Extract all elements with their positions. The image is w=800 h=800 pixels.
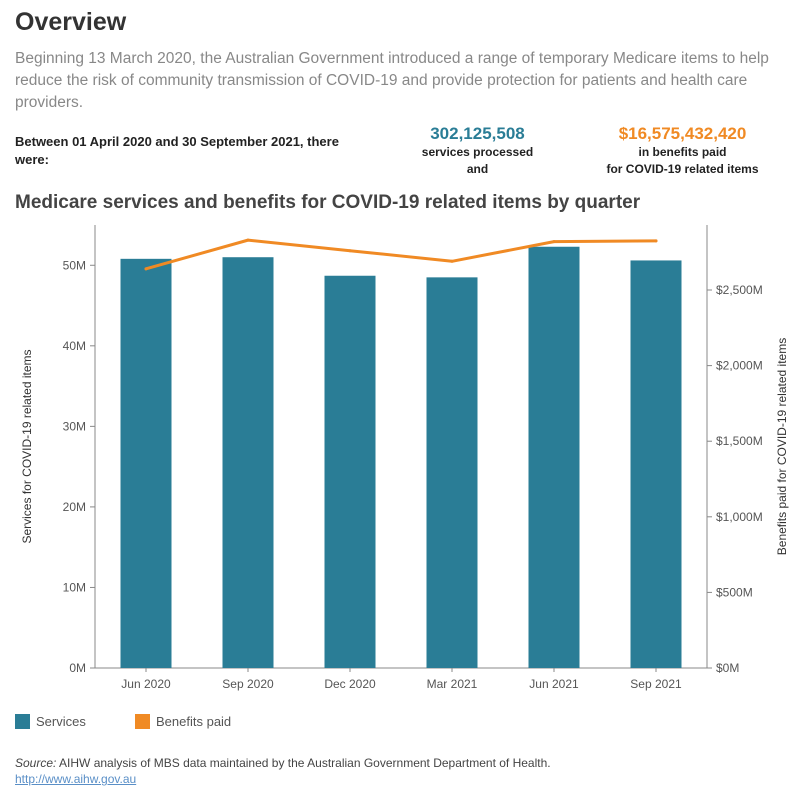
- point-benefits-sep-2021: [654, 239, 658, 243]
- left-axis-tick-label: 10M: [63, 580, 86, 594]
- right-axis-label: Benefits paid for COVID-19 related items: [775, 338, 789, 555]
- right-axis-tick-label: $2,500M: [716, 283, 763, 297]
- bar-services-jun-2020: [120, 258, 172, 668]
- legend-label-benefits: Benefits paid: [156, 714, 232, 729]
- left-axis-tick-label: 40M: [63, 339, 86, 353]
- source-link[interactable]: http://www.aihw.gov.au: [15, 772, 137, 786]
- x-axis-tick-label: Sep 2021: [630, 677, 682, 691]
- bar-services-mar-2021: [426, 277, 478, 668]
- right-axis-tick-label: $2,000M: [716, 359, 763, 373]
- legend-item-benefits[interactable]: Benefits paid: [135, 714, 231, 729]
- legend-swatch-benefits: [135, 714, 150, 729]
- right-axis-tick-label: $0M: [716, 661, 739, 675]
- right-axis-tick-label: $500M: [716, 585, 753, 599]
- bar-services-jun-2021: [528, 246, 580, 669]
- services-and-label: and: [466, 162, 489, 176]
- page-title: Overview: [15, 8, 127, 36]
- combo-chart: 0M 10M 20M 30M 40M 50M $0M $500M $1,000M $1,500M $…: [20, 225, 789, 691]
- legend-label-services: Services: [36, 714, 86, 729]
- right-axis-tick-label: $1,000M: [716, 510, 763, 524]
- x-axis-tick-label: Jun 2020: [121, 677, 171, 691]
- x-axis-tick-label: Sep 2020: [222, 677, 274, 691]
- x-axis-tick-label: Jun 2021: [529, 677, 579, 691]
- point-benefits-jun-2020: [144, 267, 148, 271]
- benefits-total-value: $16,575,432,420: [618, 124, 747, 143]
- source-note: Source: AIHW analysis of MBS data mainta…: [15, 755, 551, 787]
- summary-period-text: Between 01 April 2020 and 30 September 2…: [15, 134, 339, 167]
- right-axis-tick-label: $1,500M: [716, 434, 763, 448]
- benefits-items-label: for COVID-19 related items: [606, 162, 759, 176]
- left-axis-tick-label: 0M: [69, 661, 86, 675]
- left-axis-tick-label: 50M: [63, 258, 86, 272]
- source-text: AIHW analysis of MBS data maintained by …: [56, 756, 551, 770]
- left-axis-tick-label: 20M: [63, 500, 86, 514]
- point-benefits-dec-2020: [348, 249, 352, 253]
- point-benefits-mar-2021: [450, 259, 454, 263]
- legend-item-services[interactable]: Services: [15, 714, 86, 729]
- bar-services-sep-2021: [630, 260, 682, 668]
- benefits-stat: $16,575,432,420 in benefits paid for COV…: [595, 124, 770, 178]
- intro-text: Beginning 13 March 2020, the Australian …: [15, 50, 769, 111]
- x-axis-tick-label: Mar 2021: [427, 677, 478, 691]
- benefits-total-label: in benefits paid: [638, 145, 727, 159]
- left-axis-tick-label: 30M: [63, 419, 86, 433]
- point-benefits-jun-2021: [552, 240, 556, 244]
- services-total-value: 302,125,508: [430, 124, 525, 143]
- x-axis-tick-label: Dec 2020: [324, 677, 376, 691]
- chart-title: Medicare services and benefits for COVID…: [15, 192, 641, 213]
- line-benefits-paid: [144, 238, 658, 271]
- point-benefits-sep-2020: [246, 238, 250, 242]
- bar-services-sep-2020: [222, 257, 274, 668]
- legend-swatch-services: [15, 714, 30, 729]
- bar-services-dec-2020: [324, 275, 376, 668]
- left-axis-label: Services for COVID-19 related items: [20, 349, 34, 543]
- services-stat: 302,125,508 services processed and: [405, 124, 550, 178]
- source-label: Source:: [15, 756, 57, 770]
- services-total-label: services processed: [421, 145, 534, 159]
